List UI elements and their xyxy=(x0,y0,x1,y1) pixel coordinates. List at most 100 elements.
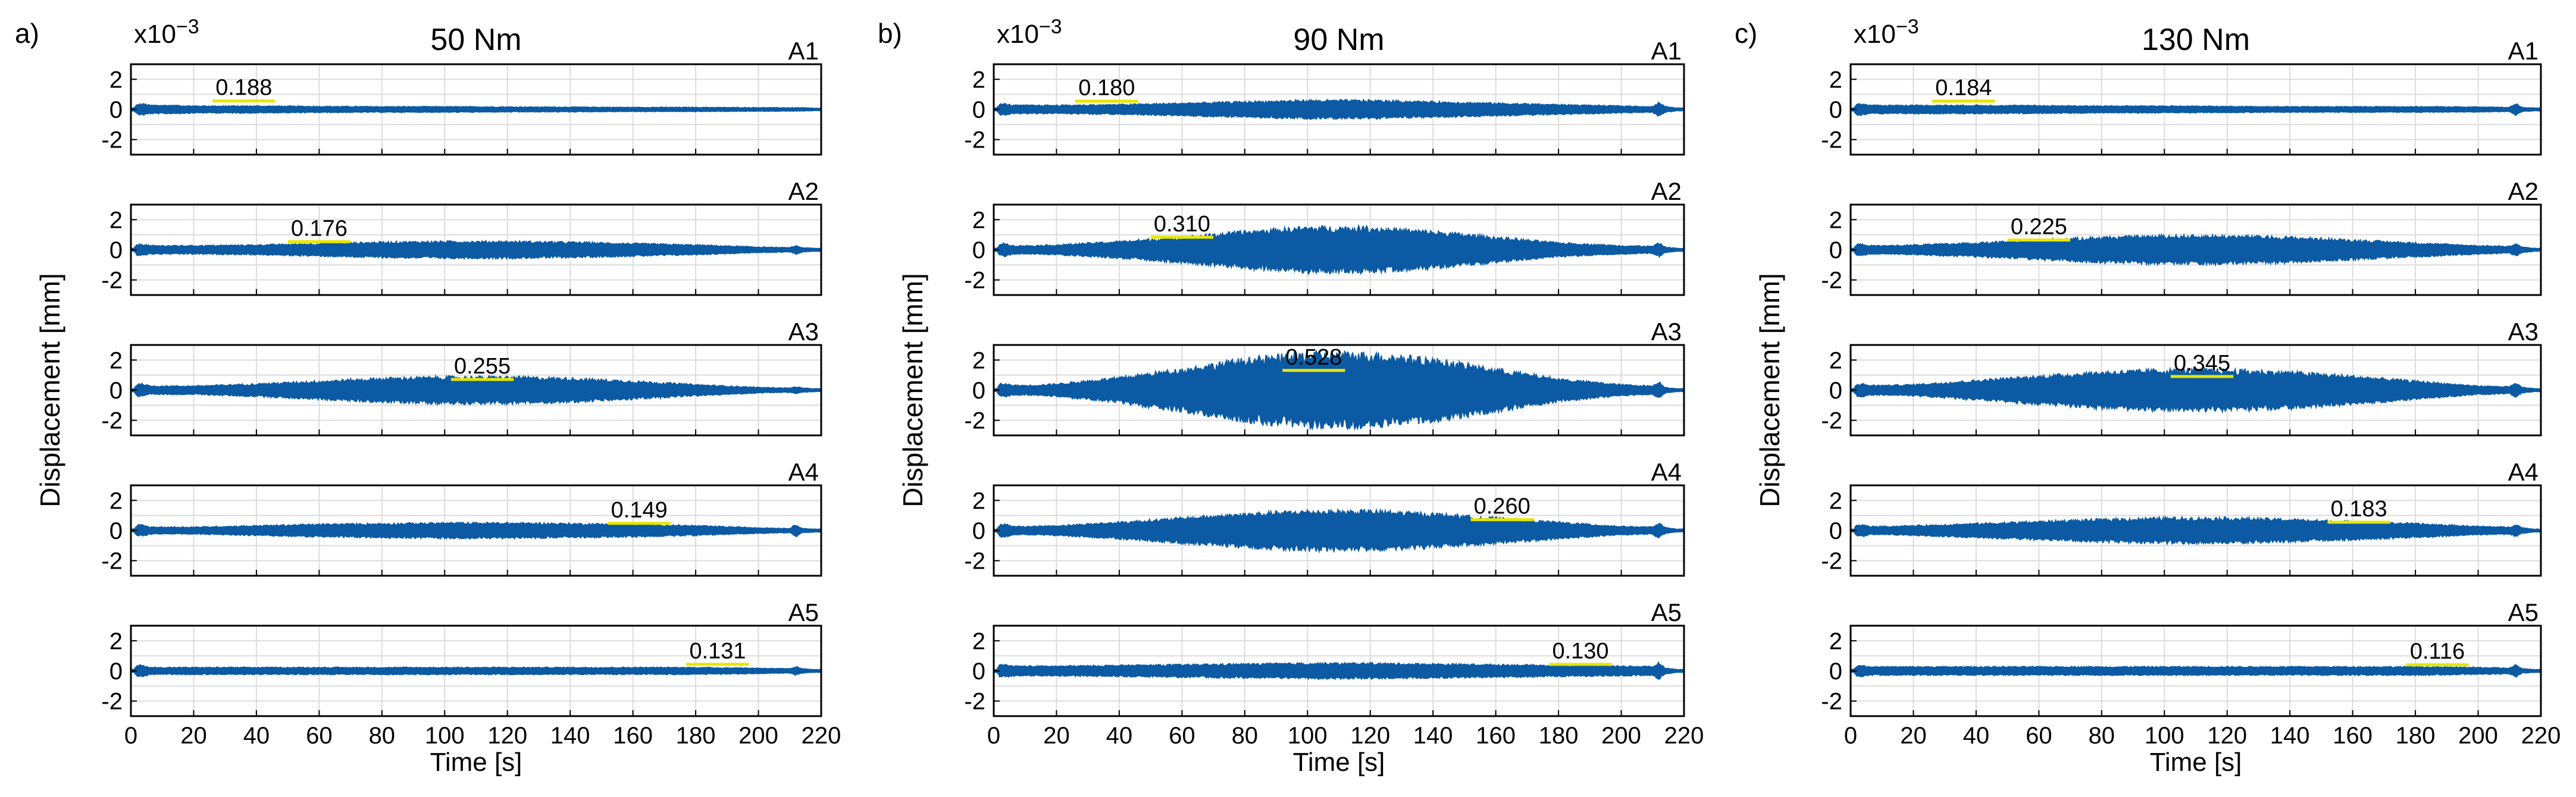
x-tick-label: 0 xyxy=(1844,723,1857,749)
exponent-base: x10 xyxy=(134,20,176,49)
y-tick-label: 2 xyxy=(972,347,985,374)
axes-name: A4 xyxy=(1651,458,1682,486)
y-tick-label: -2 xyxy=(1821,408,1842,434)
y-tick-label: 2 xyxy=(109,488,123,514)
y-tick-label: 0 xyxy=(972,658,985,685)
axes-name: A3 xyxy=(1651,318,1682,346)
x-tick-label: 140 xyxy=(1413,723,1453,749)
y-tick-label: 0 xyxy=(109,518,123,544)
y-tick-label: 0 xyxy=(1829,378,1842,404)
x-tick-label: 140 xyxy=(2270,723,2310,749)
exponent-power: −3 xyxy=(1039,15,1062,38)
panel-label: b) xyxy=(878,18,902,49)
exponent-label: x10−3 xyxy=(1854,15,1919,49)
x-axis-label: Time [s] xyxy=(2150,748,2242,777)
y-tick-label: 2 xyxy=(1829,347,1842,374)
x-tick-label: 100 xyxy=(2145,723,2184,749)
panel-title: 130 Nm xyxy=(2142,23,2250,57)
x-tick-label: 80 xyxy=(1232,723,1259,749)
panel-title: 90 Nm xyxy=(1293,23,1384,57)
axes-name: A3 xyxy=(788,318,819,346)
y-tick-label: -2 xyxy=(964,548,985,575)
rms-label: 0.260 xyxy=(1474,494,1530,519)
y-tick-label: 0 xyxy=(972,237,985,263)
axes-A3: 0.255 A3 2 0 -2 xyxy=(101,318,822,437)
x-tick-label: 120 xyxy=(2207,723,2247,749)
x-tick-label: 100 xyxy=(1288,723,1328,749)
x-tick-label: 80 xyxy=(2089,723,2115,749)
panel-label: a) xyxy=(15,18,39,49)
y-tick-label: -2 xyxy=(964,127,985,153)
x-tick-label: 40 xyxy=(1106,723,1133,749)
rms-label: 0.310 xyxy=(1154,212,1210,237)
x-tick-label: 100 xyxy=(425,723,465,749)
exponent-label: x10−3 xyxy=(134,15,199,49)
x-tick-label: 160 xyxy=(2333,723,2372,749)
y-tick-label: -2 xyxy=(1821,268,1842,294)
exponent-power: −3 xyxy=(176,15,199,38)
y-tick-label: 2 xyxy=(109,67,123,93)
y-tick-label: 0 xyxy=(1829,658,1842,685)
x-tick-label: 160 xyxy=(1476,723,1516,749)
rms-label: 0.225 xyxy=(2011,215,2067,240)
axes-A2: 0.176 A2 2 0 -2 xyxy=(101,177,822,296)
x-tick-label: 220 xyxy=(1664,723,1704,749)
y-tick-label: 2 xyxy=(109,347,123,374)
rms-label: 0.149 xyxy=(611,498,668,523)
y-tick-label: -2 xyxy=(1821,689,1842,715)
rms-label: 0.116 xyxy=(2410,639,2465,664)
axes-name: A4 xyxy=(788,458,819,486)
x-tick-label: 220 xyxy=(802,723,841,749)
x-tick-label: 180 xyxy=(676,723,716,749)
axes-A3: 0.345 A3 2 0 -2 xyxy=(1821,318,2542,437)
x-tick-label: 0 xyxy=(987,723,1000,749)
rms-label: 0.130 xyxy=(1552,639,1608,664)
x-axis-label: Time [s] xyxy=(430,748,522,777)
axes-name: A3 xyxy=(2508,318,2539,346)
y-tick-label: 2 xyxy=(972,67,985,93)
y-tick-label: 0 xyxy=(109,658,123,685)
y-tick-label: 0 xyxy=(1829,237,1842,263)
x-tick-label: 20 xyxy=(180,723,207,749)
axes-A4: 0.260 A4 2 0 -2 xyxy=(964,458,1685,577)
y-tick-label: 2 xyxy=(972,207,985,233)
rms-label: 0.176 xyxy=(291,216,348,241)
exponent-base: x10 xyxy=(1854,20,1896,49)
axes-A1: 0.180 A1 2 0 -2 xyxy=(964,37,1685,156)
y-axis-label: Displacement [mm] xyxy=(1754,273,1785,507)
x-tick-label: 180 xyxy=(1539,723,1579,749)
x-tick-label: 120 xyxy=(487,723,527,749)
axes-A2: 0.310 A2 2 0 -2 xyxy=(964,177,1685,296)
axes-name: A2 xyxy=(2508,177,2539,205)
y-tick-label: 2 xyxy=(109,628,123,654)
axes-A4: 0.149 A4 2 0 -2 xyxy=(101,458,822,577)
rms-label: 0.528 xyxy=(1285,345,1342,370)
y-tick-label: -2 xyxy=(101,548,123,575)
y-tick-label: -2 xyxy=(101,127,123,153)
y-axis-label: Displacement [mm] xyxy=(35,273,65,507)
y-tick-label: 2 xyxy=(972,488,985,514)
y-tick-label: -2 xyxy=(101,408,123,434)
x-tick-label: 140 xyxy=(550,723,590,749)
axes-name: A5 xyxy=(1651,598,1682,626)
y-tick-label: -2 xyxy=(101,268,123,294)
x-tick-label: 200 xyxy=(1601,723,1641,749)
exponent-power: −3 xyxy=(1896,15,1919,38)
x-tick-label: 160 xyxy=(613,723,653,749)
axes-A3: 0.528 A3 2 0 -2 xyxy=(964,318,1685,437)
x-tick-label: 120 xyxy=(1350,723,1390,749)
axes-name: A5 xyxy=(788,598,819,626)
rms-label: 0.184 xyxy=(1935,76,1992,101)
y-tick-label: 0 xyxy=(972,97,985,123)
x-tick-label: 60 xyxy=(2026,723,2052,749)
axes-name: A4 xyxy=(2508,458,2539,486)
y-tick-label: -2 xyxy=(1821,548,1842,575)
y-tick-label: 2 xyxy=(1829,207,1842,233)
rms-label: 0.255 xyxy=(454,354,511,379)
y-tick-label: 2 xyxy=(1829,67,1842,93)
y-tick-label: 0 xyxy=(109,97,123,123)
y-tick-label: 0 xyxy=(1829,518,1842,544)
